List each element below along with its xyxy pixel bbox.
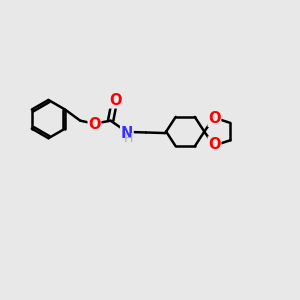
Text: O: O	[88, 117, 101, 132]
Text: O: O	[208, 137, 221, 152]
Text: O: O	[109, 93, 121, 108]
Text: O: O	[208, 111, 221, 126]
Text: N: N	[121, 126, 133, 141]
Text: H: H	[124, 132, 133, 145]
